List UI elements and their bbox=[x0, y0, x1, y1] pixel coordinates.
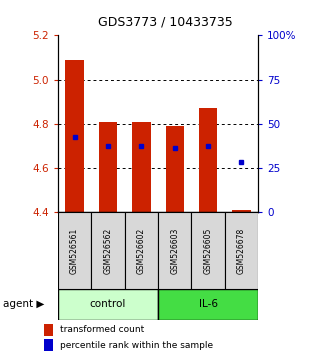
Text: GSM526603: GSM526603 bbox=[170, 227, 179, 274]
Bar bbox=[58, 212, 91, 289]
Text: GSM526678: GSM526678 bbox=[237, 227, 246, 274]
Text: GDS3773 / 10433735: GDS3773 / 10433735 bbox=[98, 16, 233, 29]
Text: percentile rank within the sample: percentile rank within the sample bbox=[60, 341, 213, 349]
Bar bbox=[132, 122, 151, 212]
Bar bbox=[199, 108, 217, 212]
Bar bbox=[158, 212, 191, 289]
Bar bbox=[166, 126, 184, 212]
Bar bbox=[91, 212, 125, 289]
Bar bbox=[232, 210, 251, 212]
Text: control: control bbox=[90, 299, 126, 309]
Bar bbox=[44, 324, 53, 336]
Bar bbox=[44, 339, 53, 351]
Bar bbox=[158, 289, 258, 320]
Text: GSM526605: GSM526605 bbox=[204, 227, 213, 274]
Bar bbox=[125, 212, 158, 289]
Text: GSM526562: GSM526562 bbox=[104, 227, 113, 274]
Bar bbox=[225, 212, 258, 289]
Text: GSM526561: GSM526561 bbox=[70, 227, 79, 274]
Bar bbox=[58, 289, 158, 320]
Text: agent ▶: agent ▶ bbox=[3, 299, 45, 309]
Bar bbox=[191, 212, 225, 289]
Text: GSM526602: GSM526602 bbox=[137, 227, 146, 274]
Bar bbox=[66, 60, 84, 212]
Bar bbox=[99, 122, 117, 212]
Text: transformed count: transformed count bbox=[60, 325, 144, 335]
Text: IL-6: IL-6 bbox=[199, 299, 217, 309]
